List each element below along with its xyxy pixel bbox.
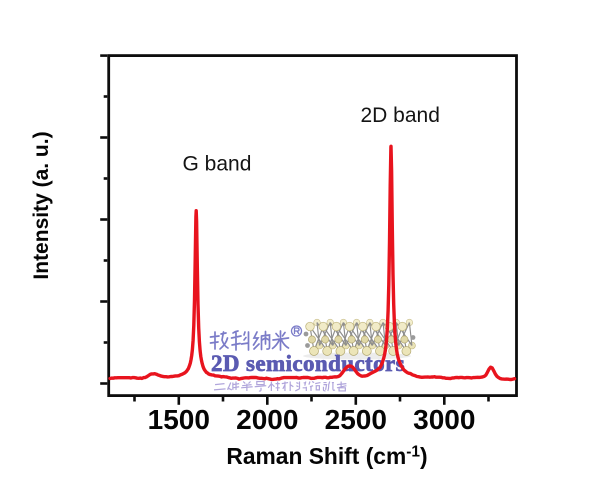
svg-text:2000: 2000 [236, 404, 298, 435]
svg-text:2D semiconductors: 2D semiconductors [211, 351, 405, 376]
svg-text:Raman Shift (cm-1): Raman Shift (cm-1) [226, 443, 427, 469]
svg-text:2500: 2500 [325, 404, 387, 435]
svg-text:G band: G band [183, 153, 252, 176]
svg-text:3000: 3000 [413, 404, 475, 435]
svg-text:1500: 1500 [148, 404, 210, 435]
svg-text:2D band: 2D band [361, 104, 440, 127]
svg-text:Intensity (a. u.): Intensity (a. u.) [30, 131, 53, 279]
